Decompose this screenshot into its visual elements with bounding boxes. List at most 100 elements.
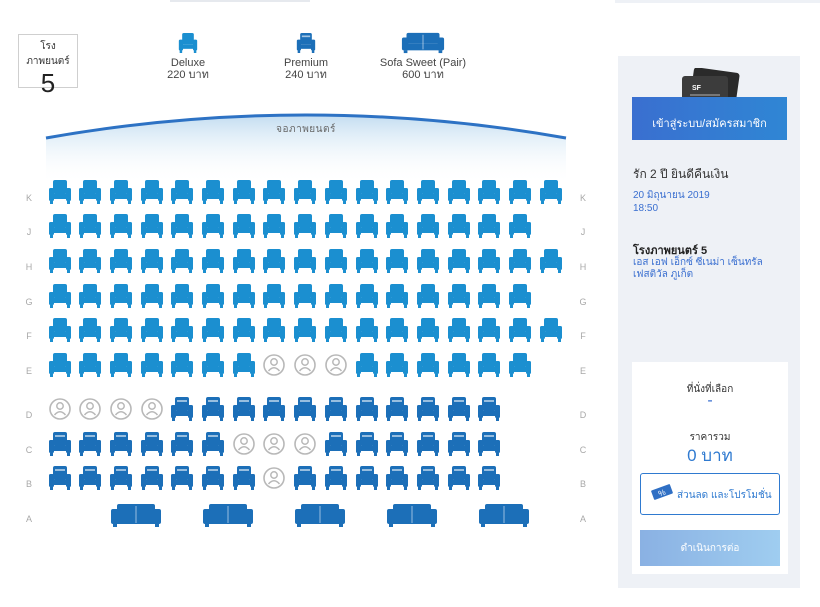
seat-g9[interactable] xyxy=(293,283,317,309)
seat-c15[interactable] xyxy=(477,431,501,457)
seat-k14[interactable] xyxy=(447,179,471,205)
seat-j2[interactable] xyxy=(78,213,102,239)
seat-b15[interactable] xyxy=(477,465,501,491)
seat-h2[interactable] xyxy=(78,248,102,274)
seat-h13[interactable] xyxy=(416,248,440,274)
seat-f1[interactable] xyxy=(48,317,72,343)
seat-d13[interactable] xyxy=(416,396,440,422)
seat-c11[interactable] xyxy=(355,431,379,457)
seat-k5[interactable] xyxy=(170,179,194,205)
seat-k17[interactable] xyxy=(539,179,563,205)
seat-b11[interactable] xyxy=(355,465,379,491)
seat-h12[interactable] xyxy=(385,248,409,274)
seat-g11[interactable] xyxy=(355,283,379,309)
seat-d12[interactable] xyxy=(385,396,409,422)
seat-j14[interactable] xyxy=(447,213,471,239)
seat-g6[interactable] xyxy=(201,283,225,309)
seat-d7[interactable] xyxy=(232,396,256,422)
seat-f16[interactable] xyxy=(508,317,532,343)
seat-h3[interactable] xyxy=(109,248,133,274)
seat-c10[interactable] xyxy=(324,431,348,457)
seat-f2[interactable] xyxy=(78,317,102,343)
seat-e12[interactable] xyxy=(385,352,409,378)
seat-c1[interactable] xyxy=(48,431,72,457)
seat-g12[interactable] xyxy=(385,283,409,309)
seat-k9[interactable] xyxy=(293,179,317,205)
seat-g5[interactable] xyxy=(170,283,194,309)
seat-c4[interactable] xyxy=(140,431,164,457)
seat-c6[interactable] xyxy=(201,431,225,457)
seat-k15[interactable] xyxy=(477,179,501,205)
seat-e16[interactable] xyxy=(508,352,532,378)
seat-j9[interactable] xyxy=(293,213,317,239)
seat-c3[interactable] xyxy=(109,431,133,457)
seat-g13[interactable] xyxy=(416,283,440,309)
seat-h10[interactable] xyxy=(324,248,348,274)
seat-j15[interactable] xyxy=(477,213,501,239)
seat-f5[interactable] xyxy=(170,317,194,343)
seat-j6[interactable] xyxy=(201,213,225,239)
seat-g10[interactable] xyxy=(324,283,348,309)
seat-k11[interactable] xyxy=(355,179,379,205)
seat-b10[interactable] xyxy=(324,465,348,491)
seat-j16[interactable] xyxy=(508,213,532,239)
seat-f8[interactable] xyxy=(262,317,286,343)
seat-k12[interactable] xyxy=(385,179,409,205)
seat-f13[interactable] xyxy=(416,317,440,343)
seat-h1[interactable] xyxy=(48,248,72,274)
seat-h7[interactable] xyxy=(232,248,256,274)
seat-k2[interactable] xyxy=(78,179,102,205)
seat-d11[interactable] xyxy=(355,396,379,422)
seat-f3[interactable] xyxy=(109,317,133,343)
seat-h6[interactable] xyxy=(201,248,225,274)
seat-h17[interactable] xyxy=(539,248,563,274)
continue-button[interactable]: ดำเนินการต่อ xyxy=(640,530,780,566)
seat-j4[interactable] xyxy=(140,213,164,239)
seat-f12[interactable] xyxy=(385,317,409,343)
seat-e14[interactable] xyxy=(447,352,471,378)
seat-g8[interactable] xyxy=(262,283,286,309)
seat-f14[interactable] xyxy=(447,317,471,343)
seat-g15[interactable] xyxy=(477,283,501,309)
seat-c5[interactable] xyxy=(170,431,194,457)
seat-j3[interactable] xyxy=(109,213,133,239)
seat-b2[interactable] xyxy=(78,465,102,491)
seat-f6[interactable] xyxy=(201,317,225,343)
seat-h14[interactable] xyxy=(447,248,471,274)
seat-g2[interactable] xyxy=(78,283,102,309)
seat-d15[interactable] xyxy=(477,396,501,422)
seat-g4[interactable] xyxy=(140,283,164,309)
seat-h4[interactable] xyxy=(140,248,164,274)
sofa-seat-a3[interactable] xyxy=(294,502,346,528)
seat-g1[interactable] xyxy=(48,283,72,309)
seat-k4[interactable] xyxy=(140,179,164,205)
seat-j8[interactable] xyxy=(262,213,286,239)
seat-k13[interactable] xyxy=(416,179,440,205)
seat-k6[interactable] xyxy=(201,179,225,205)
seat-b13[interactable] xyxy=(416,465,440,491)
sofa-seat-a2[interactable] xyxy=(202,502,254,528)
seat-h16[interactable] xyxy=(508,248,532,274)
seat-b9[interactable] xyxy=(293,465,317,491)
seat-j13[interactable] xyxy=(416,213,440,239)
seat-b3[interactable] xyxy=(109,465,133,491)
seat-e7[interactable] xyxy=(232,352,256,378)
seat-k10[interactable] xyxy=(324,179,348,205)
seat-d10[interactable] xyxy=(324,396,348,422)
seat-g3[interactable] xyxy=(109,283,133,309)
seat-d9[interactable] xyxy=(293,396,317,422)
seat-e3[interactable] xyxy=(109,352,133,378)
seat-h5[interactable] xyxy=(170,248,194,274)
seat-e1[interactable] xyxy=(48,352,72,378)
seat-f11[interactable] xyxy=(355,317,379,343)
seat-k8[interactable] xyxy=(262,179,286,205)
seat-b4[interactable] xyxy=(140,465,164,491)
seat-c12[interactable] xyxy=(385,431,409,457)
seat-f15[interactable] xyxy=(477,317,501,343)
seat-f9[interactable] xyxy=(293,317,317,343)
seat-k7[interactable] xyxy=(232,179,256,205)
seat-b7[interactable] xyxy=(232,465,256,491)
seat-b1[interactable] xyxy=(48,465,72,491)
promotion-button[interactable]: % ส่วนลด และโปรโมชั่น xyxy=(640,473,780,515)
seat-c14[interactable] xyxy=(447,431,471,457)
